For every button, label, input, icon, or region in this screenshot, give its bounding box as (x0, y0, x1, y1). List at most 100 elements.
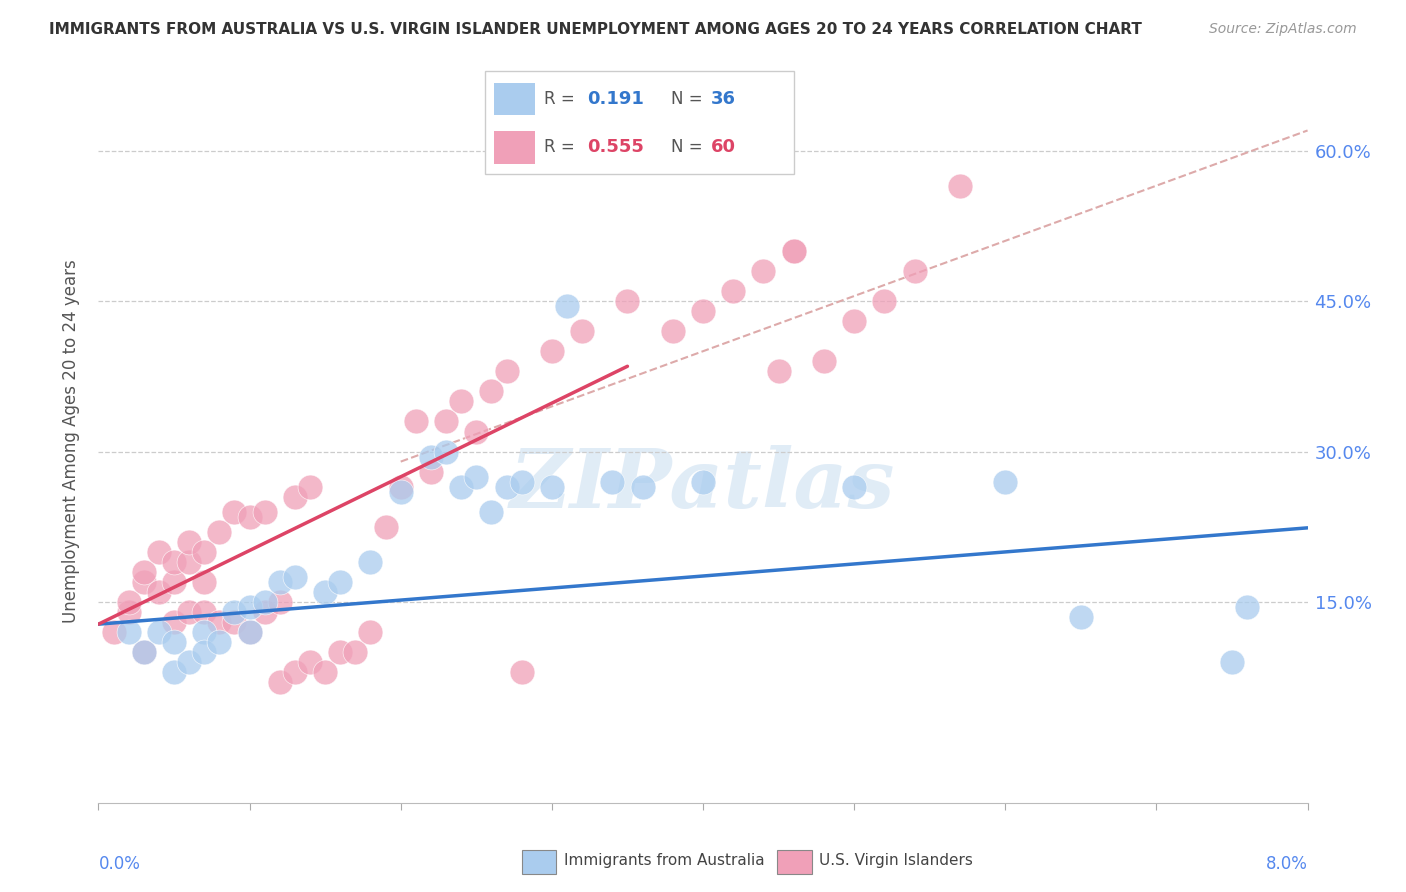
Point (193, 625, 215, 640)
Point (602, 475, 624, 489)
Point (253, 595, 276, 609)
Point (132, 645, 155, 659)
Point (495, 364, 517, 378)
Text: 8.0%: 8.0% (1265, 855, 1308, 872)
Point (224, 615, 246, 630)
Point (314, 665, 336, 680)
Point (299, 655, 322, 669)
Point (692, 304, 714, 318)
Point (1070, 610, 1092, 624)
Point (465, 425, 488, 439)
Point (163, 575, 186, 590)
Point (193, 605, 215, 619)
Text: IMMIGRANTS FROM AUSTRALIA VS U.S. VIRGIN ISLANDER UNEMPLOYMENT AMONG AGES 20 TO : IMMIGRANTS FROM AUSTRALIA VS U.S. VIRGIN… (49, 22, 1142, 37)
Point (148, 545, 170, 559)
Point (434, 444, 457, 458)
Point (813, 354, 835, 368)
Point (163, 665, 186, 680)
Point (208, 635, 231, 649)
Text: R =: R = (544, 90, 579, 108)
Point (873, 294, 896, 309)
Point (904, 264, 927, 278)
Point (661, 324, 683, 338)
Point (1236, 600, 1258, 615)
Point (163, 555, 186, 569)
Point (465, 469, 488, 483)
Point (299, 480, 322, 494)
Y-axis label: Unemployment Among Ages 20 to 24 years: Unemployment Among Ages 20 to 24 years (62, 260, 80, 624)
Point (193, 575, 215, 590)
Text: N =: N = (671, 90, 707, 108)
Point (481, 505, 503, 519)
Point (163, 615, 186, 630)
Point (239, 625, 262, 640)
Point (314, 585, 336, 599)
Point (148, 625, 170, 640)
Point (132, 575, 155, 590)
Point (420, 450, 443, 464)
Point (253, 505, 276, 519)
Text: 60: 60 (711, 138, 735, 156)
Point (269, 675, 291, 690)
Point (616, 294, 638, 309)
FancyBboxPatch shape (495, 83, 534, 115)
Point (994, 475, 1017, 489)
Text: 0.0%: 0.0% (98, 855, 141, 872)
Point (224, 605, 246, 619)
Point (284, 570, 307, 584)
Point (269, 575, 291, 590)
Point (193, 645, 215, 659)
Point (783, 244, 806, 258)
Point (555, 299, 578, 313)
Point (360, 555, 382, 569)
Point (571, 324, 593, 338)
Point (224, 505, 246, 519)
Point (389, 480, 412, 494)
Point (783, 244, 806, 258)
Point (450, 480, 472, 494)
Point (118, 605, 141, 619)
Point (208, 524, 231, 539)
Point (450, 394, 472, 409)
Text: 0.191: 0.191 (588, 90, 644, 108)
Point (179, 655, 201, 669)
Point (269, 595, 291, 609)
Point (208, 615, 231, 630)
Text: R =: R = (544, 138, 579, 156)
Point (344, 645, 367, 659)
Point (132, 645, 155, 659)
Point (768, 364, 790, 378)
Point (148, 585, 170, 599)
Point (360, 625, 382, 640)
Point (253, 605, 276, 619)
Point (495, 480, 517, 494)
FancyBboxPatch shape (495, 131, 534, 163)
Point (540, 344, 562, 359)
Point (329, 645, 352, 659)
Point (239, 600, 262, 615)
Point (284, 490, 307, 504)
Point (193, 545, 215, 559)
Text: 0.555: 0.555 (588, 138, 644, 156)
Point (405, 414, 427, 429)
Point (239, 509, 262, 524)
Point (949, 178, 972, 193)
Text: Immigrants from Australia: Immigrants from Australia (564, 854, 765, 868)
Text: U.S. Virgin Islanders: U.S. Virgin Islanders (820, 854, 973, 868)
Point (723, 284, 745, 298)
Point (434, 414, 457, 429)
Point (103, 625, 125, 640)
Point (329, 575, 352, 590)
Point (179, 535, 201, 549)
Point (631, 480, 654, 494)
Point (389, 484, 412, 499)
Point (844, 480, 866, 494)
Point (1220, 655, 1243, 669)
Point (118, 625, 141, 640)
FancyBboxPatch shape (485, 71, 794, 174)
Point (510, 665, 533, 680)
Point (692, 475, 714, 489)
Point (752, 264, 775, 278)
Point (163, 635, 186, 649)
Point (510, 475, 533, 489)
